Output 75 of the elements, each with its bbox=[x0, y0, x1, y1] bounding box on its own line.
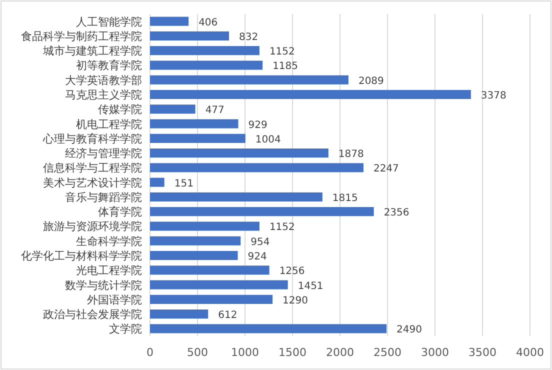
data-label: 406 bbox=[198, 17, 218, 28]
bar bbox=[150, 324, 387, 334]
data-label: 929 bbox=[248, 120, 268, 131]
bar bbox=[150, 60, 263, 70]
bar bbox=[150, 178, 164, 187]
data-label: 1152 bbox=[269, 46, 295, 58]
x-tick-label: 1000 bbox=[231, 346, 259, 359]
y-tick-label: 旅游与资源环境学院 bbox=[43, 220, 142, 234]
data-label: 924 bbox=[248, 252, 267, 262]
data-label: 1185 bbox=[272, 61, 298, 72]
y-tick-label: 文学院 bbox=[109, 322, 142, 336]
y-tick-label: 传媒学院 bbox=[98, 103, 142, 116]
bar bbox=[150, 75, 348, 84]
x-tick-label: 4000 bbox=[516, 346, 544, 359]
y-tick-label: 化学化工与材料科学学院 bbox=[21, 250, 142, 262]
bar bbox=[150, 134, 246, 143]
bar bbox=[150, 148, 328, 158]
data-label: 3378 bbox=[480, 90, 506, 102]
bar bbox=[150, 280, 288, 290]
data-label: 2089 bbox=[358, 76, 384, 87]
data-label: 1878 bbox=[338, 149, 364, 160]
bar bbox=[150, 163, 364, 172]
data-label: 1815 bbox=[332, 192, 358, 204]
bar bbox=[150, 104, 196, 114]
bar bbox=[150, 236, 241, 246]
data-label: 954 bbox=[250, 236, 270, 248]
data-label: 1004 bbox=[255, 134, 281, 146]
y-tick-label: 经济与管理学院 bbox=[65, 147, 142, 160]
y-tick-label: 外国语学院 bbox=[87, 293, 142, 306]
bar bbox=[150, 16, 189, 26]
bar bbox=[150, 266, 270, 275]
y-tick-label: 光电工程学院 bbox=[76, 264, 142, 278]
y-tick-label: 机电工程学院 bbox=[76, 118, 142, 131]
data-label: 1256 bbox=[279, 266, 305, 278]
y-tick-label: 音乐与舞蹈学院 bbox=[65, 190, 142, 204]
bar bbox=[150, 294, 273, 304]
x-tick-label: 3000 bbox=[421, 346, 449, 359]
data-label: 612 bbox=[218, 310, 238, 322]
bar bbox=[150, 310, 208, 319]
y-tick-label: 心理与教育科学学院 bbox=[42, 132, 142, 146]
x-tick-label: 0 bbox=[146, 346, 154, 359]
bar bbox=[150, 46, 260, 56]
y-tick-label: 马克思主义学院 bbox=[65, 88, 142, 102]
data-label: 151 bbox=[174, 178, 194, 190]
x-tick-label: 500 bbox=[187, 346, 208, 359]
y-tick-label: 城市与建筑工程学院 bbox=[42, 44, 142, 58]
x-tick-label: 1500 bbox=[278, 346, 306, 359]
y-tick-label: 体育学院 bbox=[98, 206, 142, 219]
bar bbox=[150, 90, 471, 100]
data-label: 2490 bbox=[396, 324, 422, 336]
x-tick-label: 3500 bbox=[468, 346, 496, 359]
bar bbox=[150, 250, 238, 260]
y-tick-label: 生命科学学院 bbox=[76, 234, 142, 248]
y-tick-label: 信息科学与工程学院 bbox=[43, 162, 142, 175]
y-tick-label: 初等教育学院 bbox=[76, 59, 142, 72]
data-label: 1290 bbox=[282, 295, 308, 306]
y-tick-label: 政治与社会发展学院 bbox=[43, 308, 142, 322]
bar bbox=[150, 119, 238, 128]
bar bbox=[150, 207, 374, 216]
bar bbox=[150, 31, 230, 40]
data-label: 2247 bbox=[373, 164, 399, 175]
x-tick-label: 2000 bbox=[326, 346, 354, 359]
data-label: 1152 bbox=[269, 222, 295, 234]
data-label: 477 bbox=[205, 105, 224, 116]
data-label: 832 bbox=[239, 32, 258, 43]
y-tick-label: 食品科学与制药工程学院 bbox=[21, 30, 142, 43]
data-label: 2356 bbox=[384, 208, 410, 219]
x-tick-label: 2500 bbox=[374, 346, 402, 359]
y-tick-label: 大学英语教学部 bbox=[65, 74, 142, 87]
bar bbox=[150, 192, 322, 202]
data-label: 1451 bbox=[298, 280, 324, 292]
y-tick-label: 数学与统计学院 bbox=[65, 278, 142, 292]
bar bbox=[150, 222, 260, 231]
y-tick-label: 美术与艺术设计学院 bbox=[43, 176, 142, 190]
y-tick-label: 人工智能学院 bbox=[76, 15, 142, 28]
